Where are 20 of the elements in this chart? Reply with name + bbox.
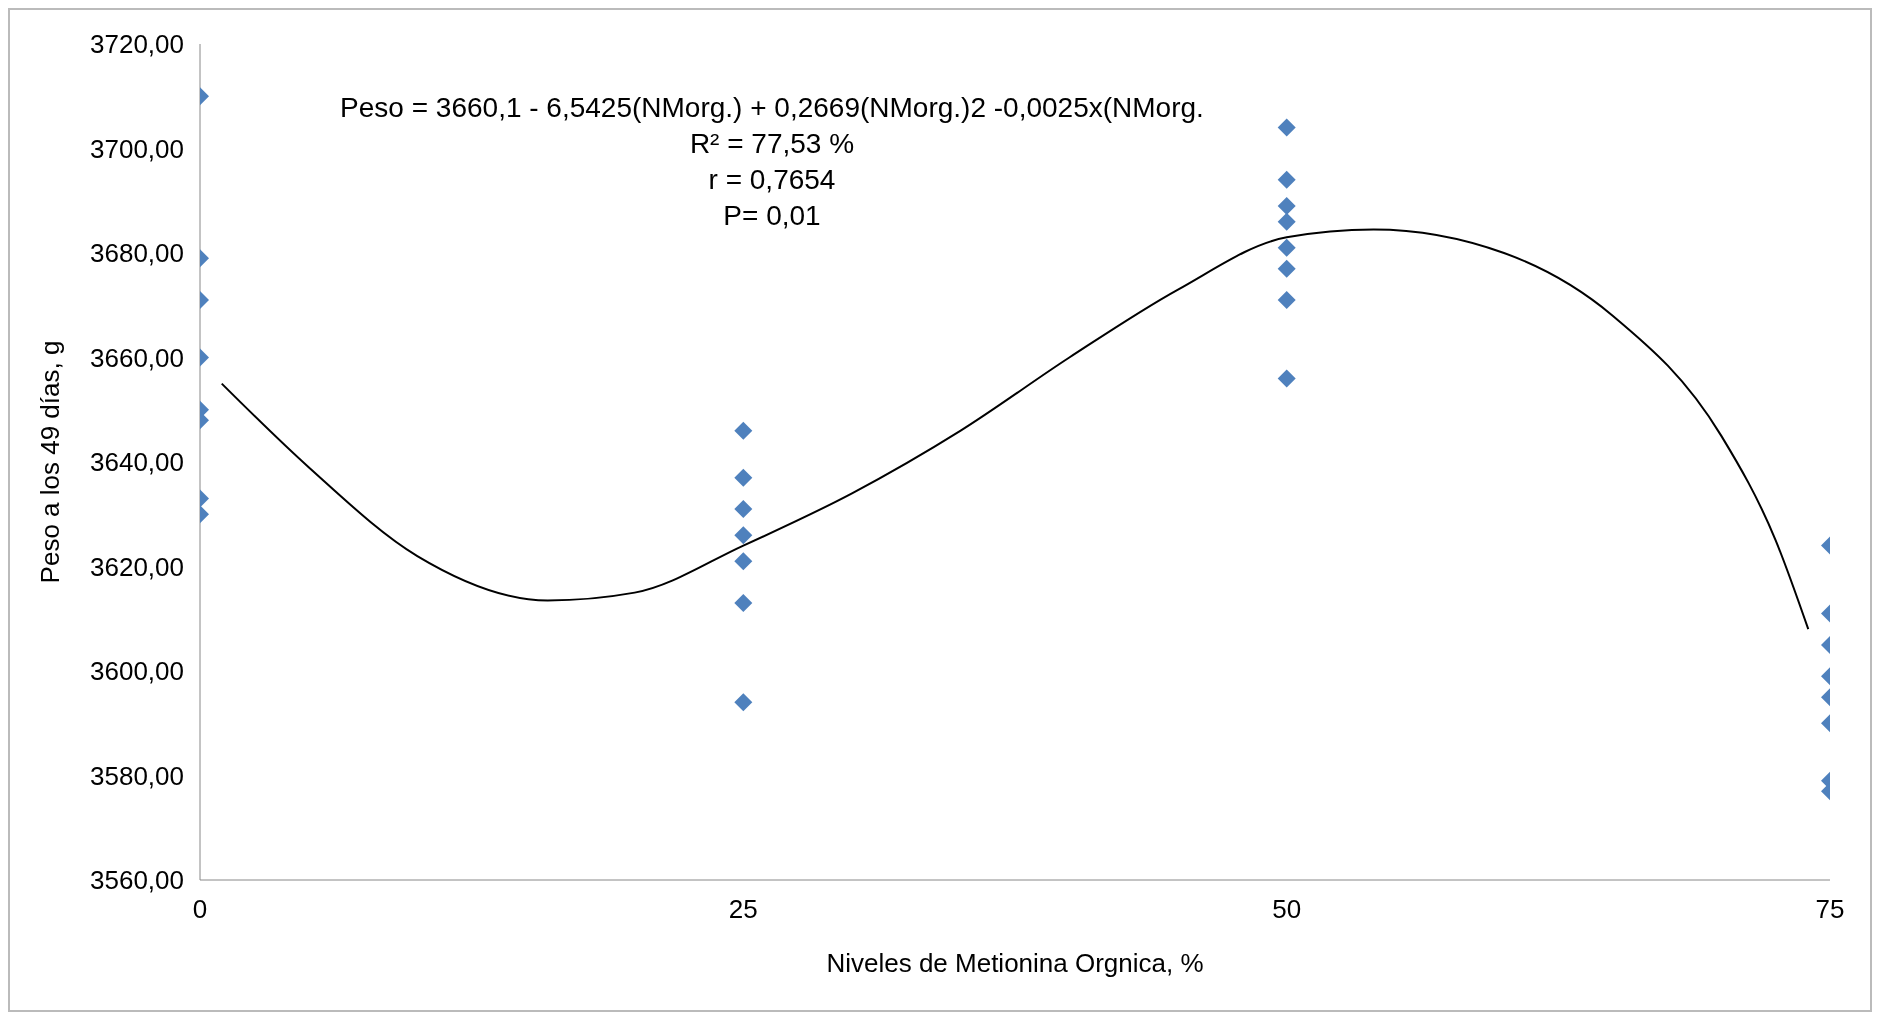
y-tick-label: 3660,00	[90, 342, 184, 373]
y-tick-label: 3580,00	[90, 760, 184, 791]
x-tick-label: 0	[192, 894, 208, 925]
y-axis-title: Peso a los 49 días, g	[35, 340, 66, 584]
x-tick-label: 25	[728, 894, 758, 925]
line-series	[220, 228, 1810, 631]
y-tick-label: 3600,00	[90, 656, 184, 687]
x-tick-label: 75	[1815, 894, 1845, 925]
y-tick-label: 3560,00	[90, 865, 184, 896]
y-tick-label: 3700,00	[90, 133, 184, 164]
x-axis-title: Niveles de Metionina Orgnica, %	[826, 948, 1204, 978]
y-tick-label: 3620,00	[90, 551, 184, 582]
y-tick-label: 3720,00	[90, 29, 184, 60]
x-tick-label: 50	[1272, 894, 1302, 925]
annotation: r = 0,7654	[707, 163, 837, 197]
annotation: P= 0,01	[722, 199, 822, 233]
y-tick-label: 3680,00	[90, 238, 184, 269]
annotation: R² = 77,53 %	[688, 127, 856, 161]
y-tick-label: 3640,00	[90, 447, 184, 478]
annotation: Peso = 3660,1 - 6,5425(NMorg.) + 0,2669(NMorg.)2 -0,0025x(NMorg.	[339, 91, 1205, 125]
